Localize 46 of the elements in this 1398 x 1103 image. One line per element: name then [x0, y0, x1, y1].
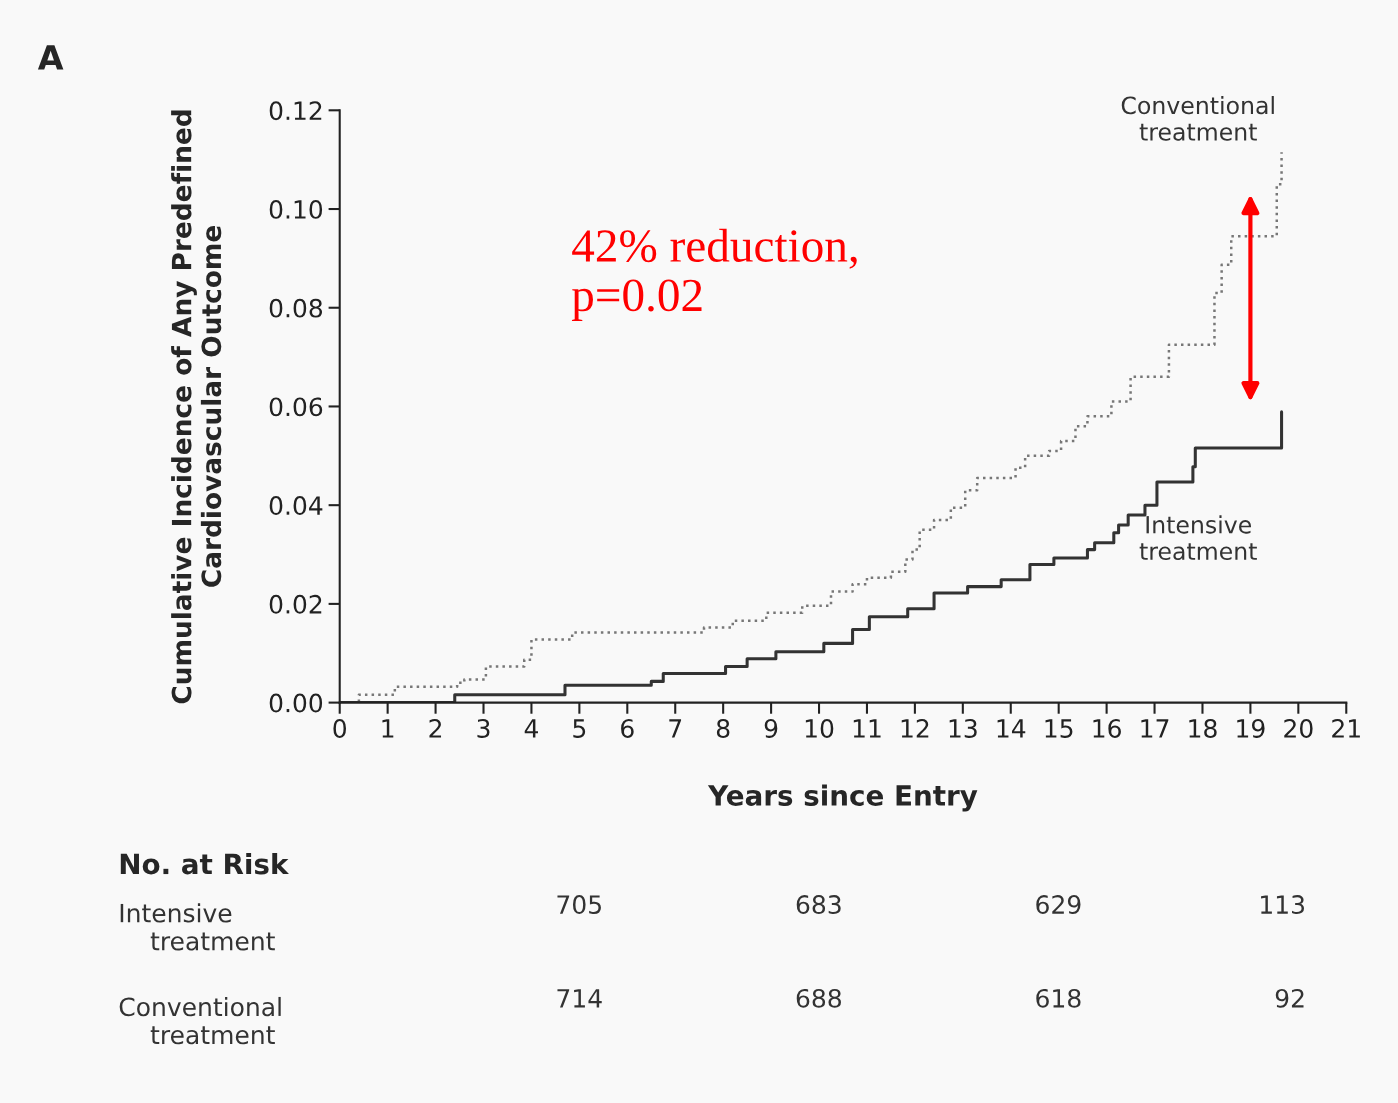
- x-tick-label: 17: [1141, 719, 1169, 738]
- y-tick-label: 0.08: [269, 298, 323, 318]
- y-tick-label: 0.12: [269, 101, 322, 121]
- x-tick-label: 11: [853, 719, 881, 738]
- x-tick-label: 21: [1332, 719, 1360, 738]
- text: 92: [1275, 988, 1304, 1008]
- x-tick-label: 20: [1284, 719, 1313, 738]
- text: Conventional treatment: [119, 996, 281, 1045]
- x-tick-label: 2: [429, 719, 442, 738]
- y-tick-label: 0.02: [269, 594, 322, 614]
- x-tick-label: 15: [1045, 719, 1073, 738]
- text: 714: [557, 989, 602, 1008]
- x-tick-label: 13: [949, 719, 977, 738]
- x-tick-label: 19: [1237, 719, 1265, 738]
- y-tick-label: 0.10: [269, 199, 323, 219]
- series-label: Conventional treatment: [1121, 96, 1274, 141]
- x-tick-label: 6: [621, 719, 634, 738]
- text: A: [37, 45, 64, 70]
- x-tick-label: 1: [382, 719, 394, 738]
- x-tick-label: 0: [333, 719, 347, 738]
- x-tick-label: 5: [573, 719, 586, 738]
- x-tick-label: 8: [716, 719, 730, 738]
- y-tick-label: 0.00: [269, 693, 323, 713]
- x-tick-label: 4: [524, 719, 538, 738]
- y-tick-label: 0.06: [269, 397, 323, 417]
- annotation: 42% reduction, p=0.02: [571, 228, 857, 321]
- x-tick-label: 14: [997, 719, 1026, 738]
- text: No. at Risk: [120, 852, 289, 875]
- x-tick-label: 9: [764, 719, 778, 738]
- text: 629: [1036, 895, 1081, 915]
- x-tick-label: 18: [1189, 719, 1217, 738]
- x-axis-title: Years since Entry: [707, 784, 978, 812]
- x-tick-label: 3: [477, 719, 490, 738]
- x-tick-label: 16: [1093, 719, 1121, 738]
- series-label: Intensive treatment: [1139, 515, 1257, 561]
- x-tick-label: 7: [669, 719, 682, 738]
- text: 688: [796, 988, 841, 1008]
- text: 113: [1261, 895, 1305, 915]
- y-tick-label: 0.04: [269, 496, 323, 516]
- text: 683: [796, 895, 841, 915]
- x-tick-label: 12: [901, 719, 929, 738]
- y-axis-title: Cumulative Incidence of Any Predefined Cardiovascular Outcome: [171, 110, 222, 704]
- x-tick-label: 10: [805, 719, 834, 738]
- text: 705: [557, 895, 601, 915]
- text: 618: [1036, 988, 1081, 1008]
- text: Intensive treatment: [120, 903, 275, 951]
